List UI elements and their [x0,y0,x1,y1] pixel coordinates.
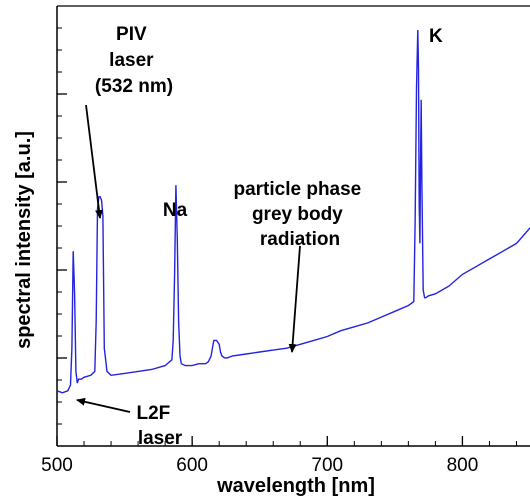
x-tick-label: 700 [311,455,343,476]
x-tick-label: 500 [41,455,73,476]
grey-body-arrow [288,245,301,353]
x-tick-label: 800 [447,455,479,476]
piv-arrow [85,104,103,219]
l2f-arrow [76,397,131,413]
annotation-piv-laser: PIV laser (532 nm) [95,24,173,97]
annotation-l2f-laser: L2F laser [136,403,182,449]
x-axis-title: wavelength [nm] [216,475,375,497]
spectrum-series-line [56,29,530,394]
axis-ticks [56,27,517,446]
y-axis-title: spectral intensity [a.u.] [13,131,35,349]
x-tick-label: 600 [176,455,208,476]
annotation-k: K [429,26,443,47]
annotation-na: Na [163,200,188,221]
x-tick-labels: 500 600 700 800 [41,455,478,476]
annotation-grey-body: particle phase grey body radiation [233,179,366,250]
